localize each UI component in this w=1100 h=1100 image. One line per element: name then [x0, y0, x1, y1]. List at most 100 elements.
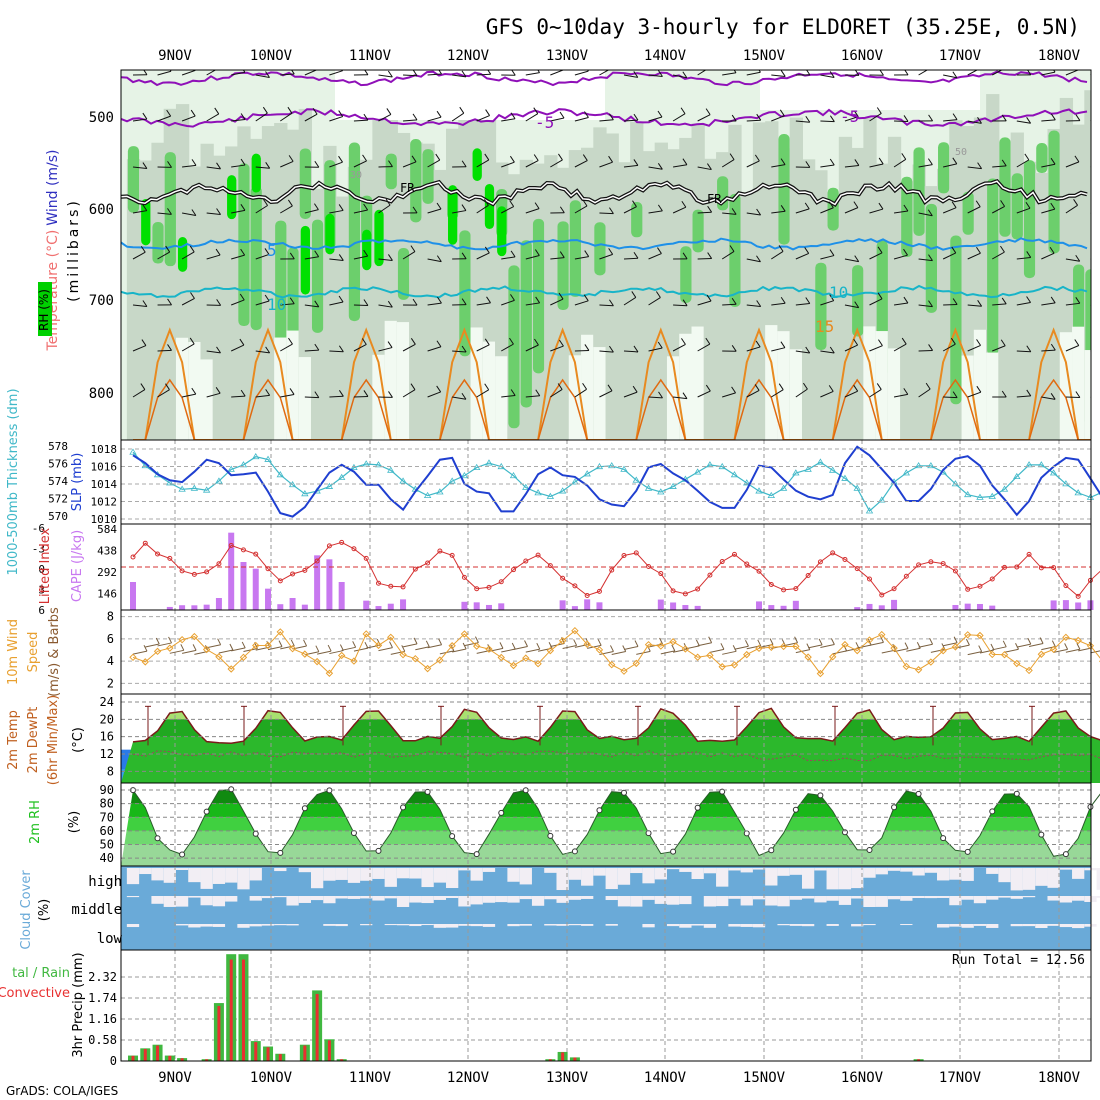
wind-barb	[378, 74, 393, 78]
cloud-gap	[814, 896, 827, 903]
surface-wind-barb	[366, 644, 381, 649]
wind-barb	[501, 206, 514, 214]
thickness-point	[423, 491, 432, 499]
surface-wind-barb	[501, 648, 516, 653]
lifted-index-point	[511, 567, 517, 573]
cloud-gap	[912, 868, 925, 876]
date-top-5: 14NOV	[644, 48, 687, 64]
wind-barb-flag	[1073, 199, 1078, 206]
surface-wind-barb	[415, 646, 430, 651]
wind-barb	[697, 390, 711, 398]
wind-barb-flag	[1053, 70, 1056, 73]
wind-barb-flag	[562, 70, 564, 71]
wind-barb-flag	[976, 385, 982, 393]
wind-barb-flag	[951, 246, 957, 254]
surface-wind-barb-flag	[757, 639, 762, 647]
wind-barb-flag	[510, 112, 516, 120]
wind-speed-point	[178, 635, 186, 644]
wind-barb	[255, 394, 270, 398]
wind-barb	[820, 350, 835, 354]
thickness-point	[399, 477, 407, 484]
cloud-gap	[630, 896, 643, 907]
wind-barb	[206, 350, 221, 354]
surface-wind-barb	[857, 644, 872, 649]
cloud-gap	[531, 896, 545, 906]
wind-barb	[943, 396, 958, 399]
cloud-gap	[752, 924, 766, 928]
wind-barb	[673, 304, 688, 307]
wind-barb	[280, 205, 293, 214]
cloud-gap	[372, 896, 385, 901]
surface-wind-barb-flag	[671, 644, 676, 652]
wind-barb-flag	[387, 70, 393, 78]
wind-barb-flag	[510, 294, 515, 301]
wind-speed-point	[534, 659, 542, 668]
wind-barb	[918, 212, 933, 217]
wind-speed-point	[288, 644, 297, 653]
wind-speed-point	[841, 640, 849, 649]
precip-unit: 3hr Precip (mm)	[71, 952, 86, 1057]
wind-barb-flag	[608, 248, 614, 255]
wind-barb	[157, 349, 172, 352]
rh-point	[817, 792, 824, 799]
rh-band-mid	[151, 142, 165, 440]
wind-barb-flag	[633, 159, 639, 166]
cape-bar	[191, 605, 198, 610]
date-bottom-6: 15NOV	[743, 1070, 786, 1086]
precip-convective-bar	[143, 1048, 147, 1061]
wind-barb-flag	[484, 246, 490, 254]
wind-barb	[697, 166, 712, 171]
cloud-gap	[249, 896, 262, 901]
wind-speed-point	[1074, 636, 1082, 645]
wind-barb-flag	[386, 108, 392, 115]
wind-barb-flag	[461, 345, 467, 353]
precip-convective-bar	[327, 1040, 331, 1061]
rh-point	[670, 848, 677, 855]
date-bottom-3: 12NOV	[447, 1070, 490, 1086]
wind-barb-flag	[361, 338, 367, 345]
cloud-gap	[605, 868, 618, 890]
surface-wind-barb	[930, 648, 945, 653]
wind-speed-point	[1037, 650, 1046, 658]
lifted-index-point	[744, 561, 750, 567]
lifted-tick-0: 0	[38, 563, 45, 576]
cloud-gap	[347, 868, 361, 883]
wind-barb	[648, 116, 663, 122]
cloud-gap	[544, 896, 557, 900]
cloud-gap	[703, 896, 717, 907]
wind-barb	[918, 70, 929, 76]
surface-wind-barb-flag	[511, 642, 516, 650]
wind-barb	[869, 388, 882, 398]
wind-speed-point	[301, 650, 309, 658]
cape-bar	[179, 605, 186, 610]
wind-barb-flag	[509, 337, 514, 345]
wind-barb-flag	[903, 248, 908, 256]
lifted-index-point	[191, 571, 197, 577]
wind-speed-line	[132, 630, 1100, 675]
cape-bar	[363, 600, 370, 610]
precip-convective-bar	[573, 1057, 577, 1061]
surface-wind-barb-flag	[892, 643, 897, 651]
precip-label-b: Convective	[0, 986, 70, 1001]
cloud-gap	[175, 868, 189, 871]
rh-band-green	[299, 148, 311, 220]
wind-barb-flag	[435, 153, 441, 161]
rh-point	[792, 806, 799, 813]
freezing-level-label-left: FR	[400, 181, 415, 195]
wind-barb-flag	[487, 70, 492, 75]
rh-band-green	[385, 153, 397, 190]
lifted-index-point	[682, 591, 688, 597]
rh-band-dry	[777, 331, 790, 440]
cloud-gap	[740, 868, 753, 873]
cloud-gap	[568, 924, 582, 926]
rh-point	[203, 808, 210, 815]
cloud-gap	[814, 868, 827, 871]
cloud-gap	[998, 896, 1011, 898]
wind-barb-flag	[242, 70, 246, 73]
surface-wind-barb-flag	[1027, 637, 1032, 645]
wind-barb-flag	[829, 294, 835, 301]
wind-barb	[1016, 301, 1031, 306]
thickness-point	[362, 460, 370, 467]
rh-band-dry	[1072, 326, 1085, 440]
lifted-index-point	[596, 588, 602, 594]
